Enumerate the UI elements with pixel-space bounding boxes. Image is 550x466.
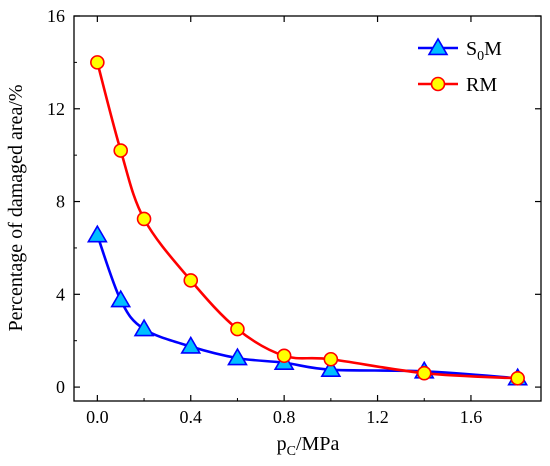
legend-label: S0M [466, 38, 502, 64]
data-point [90, 55, 105, 70]
y-tick-label: 0 [56, 377, 65, 397]
series-line [96, 62, 518, 380]
x-tick-label: 1.6 [460, 407, 483, 427]
y-axis-label: Percentage of damaged area/% [5, 84, 27, 331]
legend-label-main: RM [466, 74, 497, 96]
series-s0m [86, 224, 529, 386]
y-tick-label: 4 [56, 284, 65, 304]
x-axis-label-main: p [277, 433, 287, 455]
data-point [86, 224, 108, 243]
y-tick-label: 12 [47, 99, 65, 119]
data-point [180, 335, 202, 354]
data-point [133, 318, 155, 337]
data-point [320, 359, 342, 377]
data-point [110, 289, 132, 308]
y-tick-label: 8 [56, 192, 65, 212]
legend-item-rm: RM [418, 74, 497, 96]
legend: S0M RM [418, 37, 502, 96]
x-tick-label: 0.8 [273, 407, 296, 427]
x-tick-label: 1.2 [366, 407, 389, 427]
series-line [96, 234, 518, 380]
axes: 0.0 0.4 0.8 1.2 1.6 0 4 8 12 16 [47, 6, 541, 427]
x-axis-label-rest: /MPa [296, 433, 339, 455]
data-point [276, 348, 292, 364]
legend-label-rest: M [484, 38, 502, 60]
x-axis-label-sub: C [287, 444, 296, 459]
legend-label: RM [466, 74, 497, 96]
plot-frame [73, 15, 542, 402]
legend-marker [430, 76, 446, 92]
data-point [510, 370, 525, 386]
x-axis-label: pC/MPa [277, 433, 340, 459]
legend-marker [427, 37, 449, 56]
legend-label-sub: 0 [477, 49, 484, 64]
data-point [416, 365, 432, 381]
x-tick-label: 0.4 [180, 407, 203, 427]
y-tick-label: 16 [47, 6, 65, 26]
data-point [136, 211, 152, 227]
series-layer [86, 55, 529, 386]
series-rm [90, 55, 525, 386]
legend-item-s0m: S0M [418, 37, 502, 64]
data-point [113, 143, 128, 158]
data-point [323, 351, 339, 367]
data-point [230, 321, 245, 337]
legend-label-main: S [466, 38, 477, 60]
x-tick-label: 0.0 [86, 407, 109, 427]
data-point [227, 347, 248, 366]
data-point [183, 273, 199, 288]
